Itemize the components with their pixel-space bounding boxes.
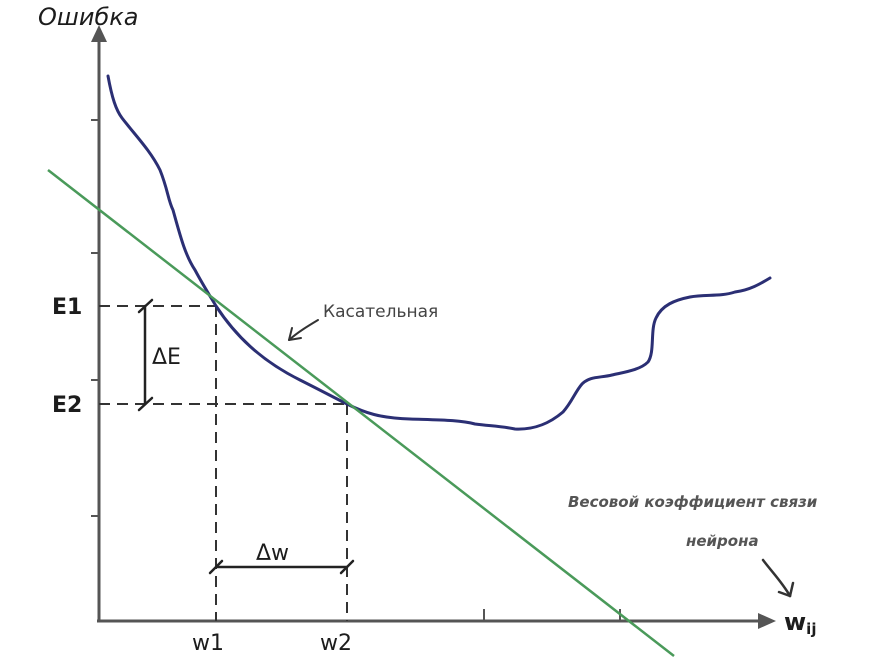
x-axis-label-sub: ij: [806, 620, 816, 638]
y-axis-arrow-icon: [91, 25, 107, 42]
tangent-label: Касательная: [323, 302, 438, 322]
tangent-line: [47, 169, 675, 657]
guide-lines: [99, 305, 348, 621]
axes: [91, 25, 776, 629]
tangent-pointer-arrow-icon: [288, 319, 319, 341]
w1-label: w1: [192, 631, 224, 656]
delta-e-bracket: [137, 298, 154, 412]
w2-label: w2: [320, 631, 352, 656]
weight-note-line1: Весовой коэффициент связи: [568, 493, 818, 511]
x-axis-label: wij: [784, 608, 816, 638]
weight-note-arrow-icon: [761, 558, 795, 598]
delta-w-bracket: [208, 559, 355, 575]
error-curve: [106, 74, 772, 431]
delta-e-label: ΔE: [152, 345, 181, 370]
delta-w-label: Δw: [256, 541, 289, 566]
y-axis-label: Ошибка: [38, 3, 138, 31]
weight-note-line2: нейрона: [686, 532, 759, 550]
x-axis-arrow-icon: [758, 613, 776, 629]
e2-label: E2: [52, 393, 82, 418]
e1-label: E1: [52, 295, 82, 320]
x-axis-label-main: w: [784, 608, 806, 636]
